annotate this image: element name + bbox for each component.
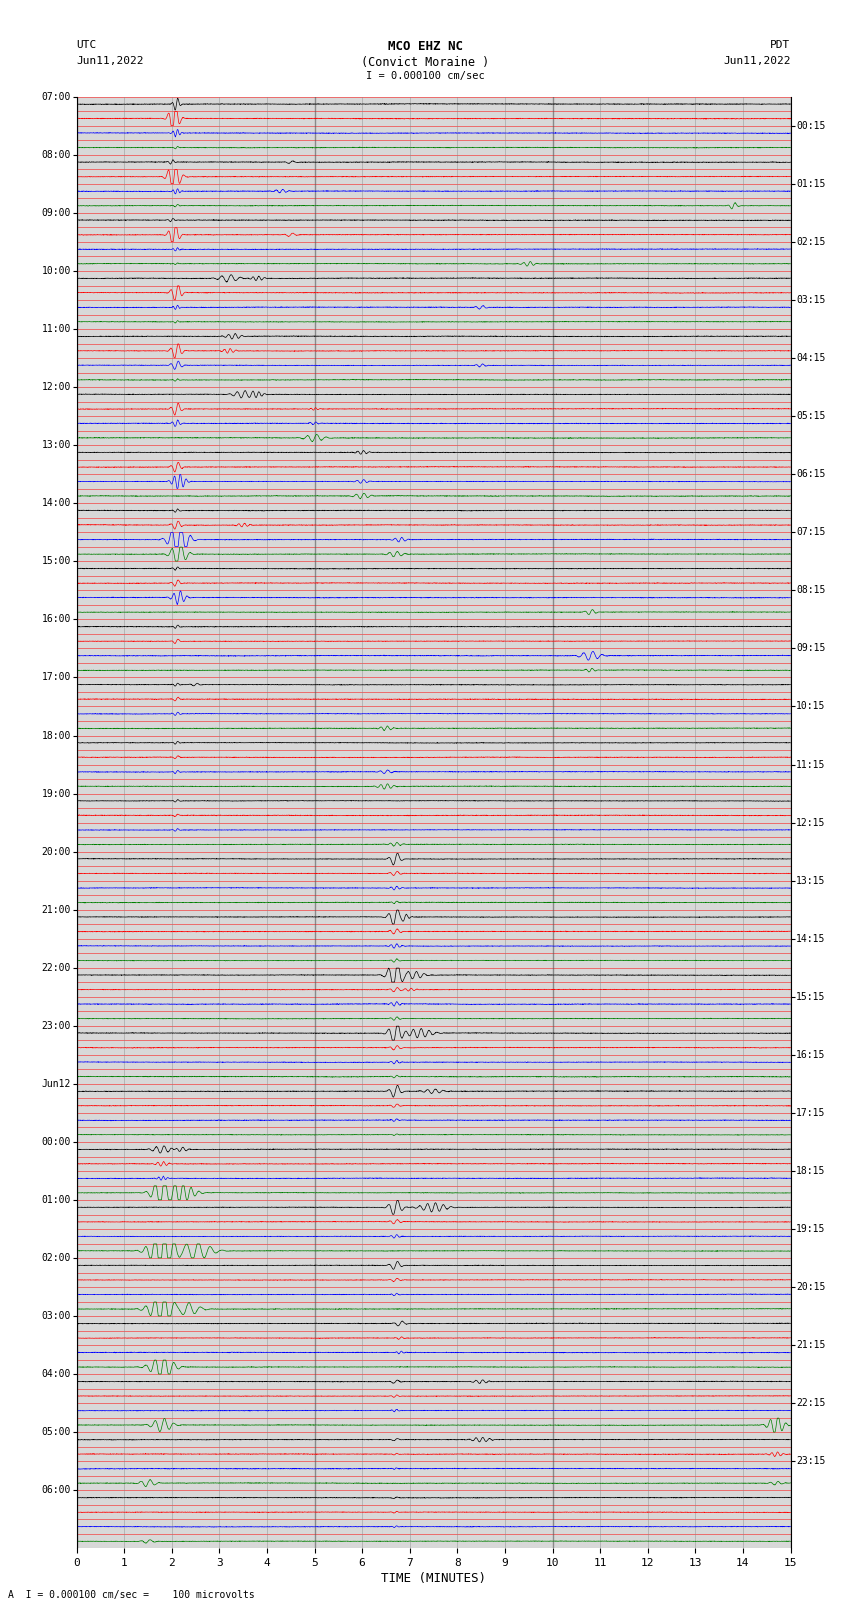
Text: Jun11,2022: Jun11,2022 [723,56,791,66]
Text: Jun11,2022: Jun11,2022 [76,56,144,66]
Text: MCO EHZ NC: MCO EHZ NC [388,40,462,53]
Text: PDT: PDT [770,40,790,50]
Text: (Convict Moraine ): (Convict Moraine ) [361,56,489,69]
Text: A  I = 0.000100 cm/sec =    100 microvolts: A I = 0.000100 cm/sec = 100 microvolts [8,1590,255,1600]
Text: I = 0.000100 cm/sec: I = 0.000100 cm/sec [366,71,484,81]
X-axis label: TIME (MINUTES): TIME (MINUTES) [381,1573,486,1586]
Text: UTC: UTC [76,40,97,50]
